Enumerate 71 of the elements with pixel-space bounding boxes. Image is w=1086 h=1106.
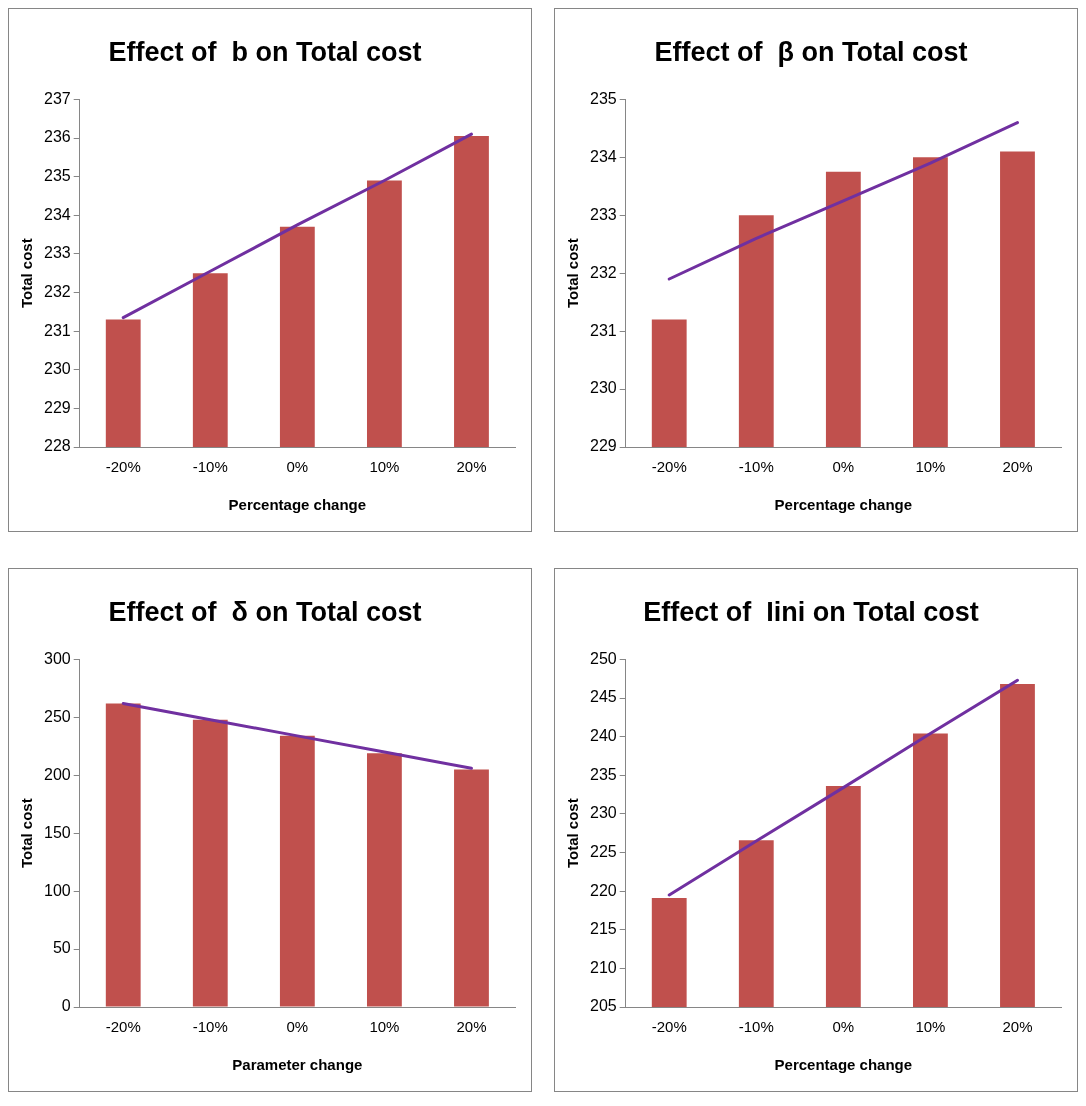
x-tick-label: -20% <box>105 458 141 476</box>
chart-title: Effect of β on Total cost <box>654 36 968 67</box>
x-tick-label: -10% <box>192 1018 228 1036</box>
y-tick-label: 150 <box>43 823 71 841</box>
y-tick-label: 232 <box>43 282 71 300</box>
y-tick-label: 50 <box>52 939 71 957</box>
y-tick-label: 220 <box>589 881 617 899</box>
y-tick-label: 232 <box>589 263 617 281</box>
y-tick-label: 233 <box>589 205 617 223</box>
x-tick-label: 20% <box>456 1018 487 1036</box>
chart-title: Effect of Iini on Total cost <box>643 596 979 627</box>
y-axis-title: Total cost <box>564 238 582 309</box>
x-tick-label: -10% <box>738 458 774 476</box>
y-tick-label: 231 <box>43 321 71 339</box>
x-tick-label: -20% <box>105 1018 141 1036</box>
bar <box>105 703 141 1007</box>
y-tick-label: 236 <box>43 128 71 146</box>
y-tick-label: 210 <box>589 958 617 976</box>
y-axis-title: Total cost <box>564 798 582 869</box>
y-tick-label: 250 <box>589 649 617 667</box>
y-tick-label: 240 <box>589 727 617 745</box>
y-tick-label: 205 <box>589 997 617 1015</box>
y-tick-label: 230 <box>43 360 71 378</box>
y-axis-title: Total cost <box>18 238 36 309</box>
y-tick-label: 237 <box>43 89 71 107</box>
y-tick-label: 200 <box>43 765 71 783</box>
y-tick-label: 231 <box>589 321 617 339</box>
x-axis-title: Parameter change <box>232 1056 363 1074</box>
y-tick-label: 235 <box>589 765 617 783</box>
x-tick-label: -20% <box>651 458 687 476</box>
x-axis-title: Percentage change <box>774 496 913 514</box>
x-tick-label: 10% <box>915 1018 946 1036</box>
y-tick-label: 230 <box>589 804 617 822</box>
y-tick-label: 215 <box>589 920 617 938</box>
y-tick-label: 250 <box>43 707 71 725</box>
y-tick-label: 225 <box>589 842 617 860</box>
x-tick-label: 10% <box>369 1018 400 1036</box>
x-tick-label: 20% <box>1002 458 1033 476</box>
y-tick-label: 234 <box>589 147 617 165</box>
bar <box>454 769 489 1007</box>
y-tick-label: 245 <box>589 688 617 706</box>
y-tick-label: 230 <box>589 379 617 397</box>
x-tick-label: 10% <box>915 458 946 476</box>
x-tick-label: 20% <box>456 458 487 476</box>
x-tick-label: 0% <box>286 1018 309 1036</box>
y-tick-label: 235 <box>589 89 617 107</box>
x-tick-label: -20% <box>651 1018 687 1036</box>
y-tick-label: 0 <box>61 997 71 1015</box>
y-tick-label: 234 <box>43 205 71 223</box>
x-axis-title: Percentage change <box>774 1056 913 1074</box>
y-tick-label: 300 <box>43 649 71 667</box>
y-tick-label: 235 <box>43 167 71 185</box>
bar <box>367 753 402 1007</box>
bar <box>192 719 228 1007</box>
x-tick-label: 20% <box>1002 1018 1033 1036</box>
y-tick-label: 100 <box>43 881 71 899</box>
x-tick-label: 10% <box>369 458 400 476</box>
y-tick-label: 233 <box>43 244 71 262</box>
chart-title: Effect of δ on Total cost <box>108 596 422 627</box>
y-tick-label: 228 <box>43 437 71 455</box>
x-axis-title: Percentage change <box>228 496 367 514</box>
x-tick-label: -10% <box>738 1018 774 1036</box>
x-tick-label: 0% <box>286 458 309 476</box>
y-axis-title: Total cost <box>18 798 36 869</box>
chart-title: Effect of b on Total cost <box>108 36 422 67</box>
y-tick-label: 229 <box>589 437 617 455</box>
x-tick-label: -10% <box>192 458 228 476</box>
x-tick-label: 0% <box>832 458 855 476</box>
x-tick-label: 0% <box>832 1018 855 1036</box>
y-tick-label: 229 <box>43 398 71 416</box>
bar <box>279 735 315 1007</box>
